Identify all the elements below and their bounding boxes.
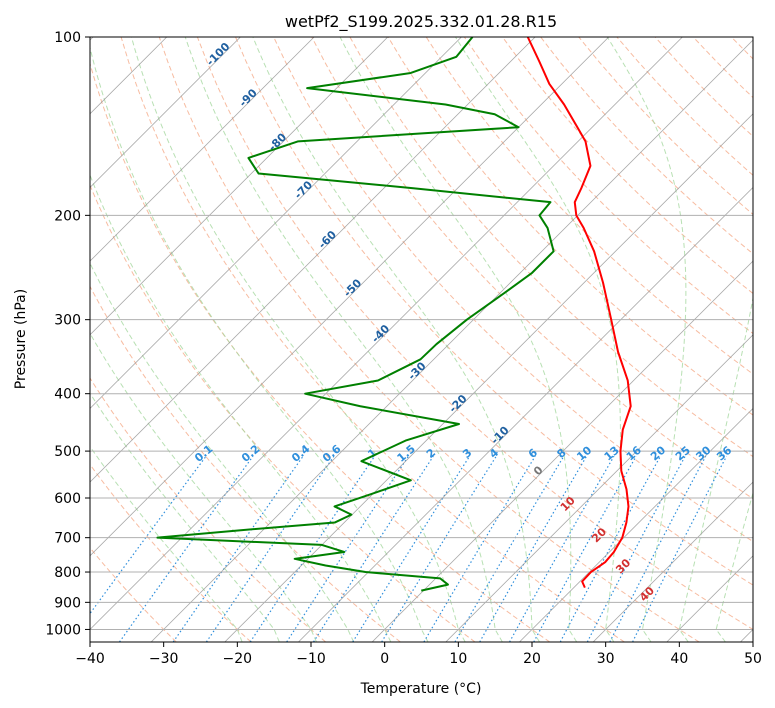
x-tick-label: 20 [523, 651, 541, 667]
isotherm-line [298, 186, 753, 642]
moist-adiabat-line [678, 295, 753, 642]
y-axis-label: Pressure (hPa) [13, 289, 29, 389]
moist-adiabat-line [90, 45, 429, 642]
isotherm-line [90, 37, 389, 336]
x-tick-label: −20 [223, 651, 253, 667]
isotherm-line [224, 113, 753, 642]
chart-title: wetPf2_S199.2025.332.01.28.R15 [285, 12, 557, 32]
mixing-ratio-line [172, 455, 304, 642]
y-tick-label: 700 [54, 531, 81, 547]
x-tick-label: 0 [380, 651, 389, 667]
isotherm-line [90, 37, 683, 631]
x-tick-label: −10 [296, 651, 326, 667]
y-tick-label: 1000 [45, 622, 81, 638]
isotherm-line [90, 37, 241, 189]
dry-adiabat-line [90, 183, 476, 642]
isotherm-line [445, 334, 753, 642]
dry-adiabats [90, 37, 753, 642]
moist-adiabat-line [130, 37, 466, 642]
dry-adiabat-line [425, 37, 753, 375]
y-tick-label: 200 [54, 208, 81, 224]
mixing-ratio-line [454, 455, 565, 642]
plot-frame [89, 36, 754, 643]
moist-adiabats [90, 37, 753, 642]
axes: −40 −30 −20 −10 0 10 20 30 40 50 1000 900 800 700 600 5… [45, 30, 762, 667]
dry-adiabat-line [196, 37, 753, 631]
isotherm-line [592, 481, 753, 642]
moist-adiabat-line [715, 491, 753, 642]
x-tick-label: 40 [670, 651, 688, 667]
y-tick-label: 900 [54, 595, 81, 611]
x-tick-label: −40 [75, 651, 105, 667]
dry-adiabat-line [502, 37, 753, 295]
moist-adiabat-line [90, 173, 392, 642]
mixing-ratio-line [423, 455, 536, 642]
moist-adiabat-line [339, 37, 578, 642]
dry-adiabat-line [90, 547, 177, 642]
moist-adiabat-line [606, 37, 687, 642]
dry-adiabat-line [90, 377, 327, 642]
y-tick-label: 500 [54, 444, 81, 460]
dry-adiabat-line [90, 463, 252, 642]
dry-adiabat-line [90, 62, 551, 642]
moist-adiabat-line [90, 392, 280, 642]
y-tick-label: 600 [54, 491, 81, 507]
dry-adiabat-line [387, 37, 753, 416]
moist-adiabat-line [184, 37, 503, 642]
dry-adiabat-line [158, 37, 700, 642]
dry-adiabat-line [311, 37, 753, 500]
isotherm-line [90, 37, 610, 557]
dry-adiabat-line [273, 37, 753, 543]
moist-adiabat-line [252, 37, 540, 642]
dry-adiabat-line [235, 37, 753, 586]
x-axis-label: Temperature (°C) [360, 681, 482, 697]
dry-adiabat-line [120, 37, 625, 642]
moist-adiabat-line [90, 262, 355, 642]
plot-area [90, 37, 753, 642]
x-tick-label: 50 [744, 651, 762, 667]
x-tick-label: −30 [149, 651, 179, 667]
isotherm-line [90, 37, 315, 262]
y-tick-label: 800 [54, 565, 81, 581]
dewpoint-profile-line [156, 37, 555, 592]
sounding-series [156, 37, 632, 592]
dry-adiabat-line [349, 37, 753, 458]
y-tick-label: 300 [54, 313, 81, 329]
x-tick-label: 10 [449, 651, 467, 667]
mixing-ratio-line [205, 455, 335, 642]
isotherm-line [90, 37, 536, 483]
x-tick-label: 30 [597, 651, 615, 667]
pressure-gridlines [90, 37, 753, 630]
isotherm-line [371, 260, 753, 642]
y-tick-label: 400 [54, 387, 81, 403]
temperature-profile-line [526, 37, 632, 589]
moist-adiabat-line [90, 445, 243, 642]
y-tick-label: 100 [54, 30, 81, 46]
